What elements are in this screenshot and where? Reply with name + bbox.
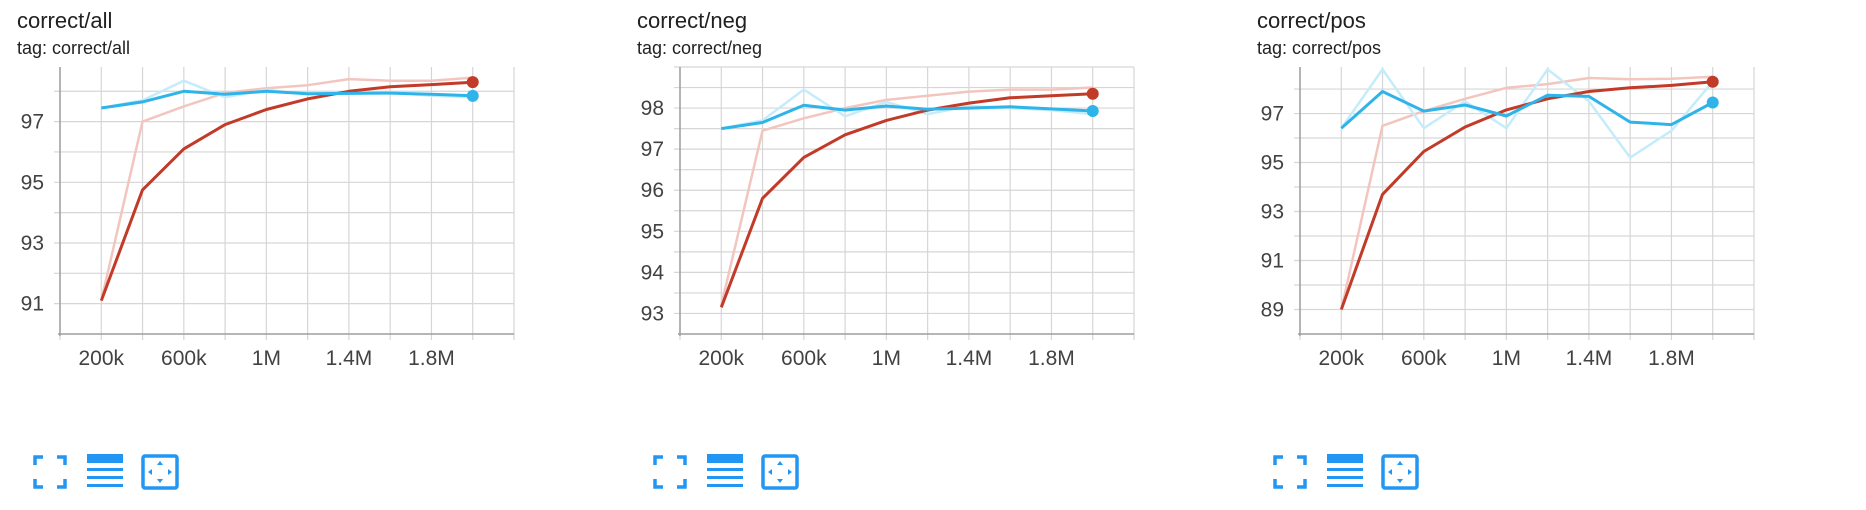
x-tick-label: 600k (161, 347, 207, 370)
y-tick-label: 89 (1261, 299, 1284, 322)
y-tick-label: 93 (1261, 201, 1284, 224)
series-raw-line-0 (100, 76, 473, 301)
chart-title: correct/neg (637, 8, 748, 33)
series-line-1 (101, 89, 473, 110)
y-tick-label: 97 (1261, 103, 1284, 126)
x-tick-label: 1.4M (1566, 347, 1613, 370)
data-table-button[interactable] (1325, 452, 1365, 492)
x-tick-label: 1.4M (326, 347, 373, 370)
x-tick-label: 200k (1318, 347, 1364, 370)
chart-title: correct/pos (1257, 8, 1366, 33)
x-tick-label: 200k (698, 347, 744, 370)
series-raw-line-0 (1340, 75, 1713, 310)
y-tick-label: 96 (641, 179, 664, 202)
fullscreen-icon (1273, 455, 1307, 489)
fit-domain-button[interactable] (1380, 452, 1420, 492)
x-tick-label: 1.4M (946, 347, 993, 370)
series-end-point-1 (1706, 96, 1719, 109)
series-line-0 (719, 92, 1093, 308)
chart-tag: tag: correct/all (17, 38, 131, 58)
fullscreen-icon (653, 455, 687, 489)
y-tick-label: 91 (21, 293, 44, 316)
y-tick-label: 94 (641, 261, 665, 284)
y-tick-label: 95 (641, 220, 664, 243)
x-tick-label: 1M (872, 347, 901, 370)
x-tick-label: 1.8M (408, 347, 455, 370)
y-tick-label: 95 (1261, 152, 1284, 175)
fit-domain-button[interactable] (760, 452, 800, 492)
series-line-1 (721, 103, 1093, 131)
x-tick-label: 1.8M (1028, 347, 1075, 370)
series-line-0 (99, 80, 473, 302)
line-chart[interactable]: 93 94 95 96 97 98 200k 600k 1M 1.4M 1.8M (620, 0, 1240, 440)
line-chart[interactable]: 91 93 95 97 200k 600k 1M 1.4M 1.8M (0, 0, 620, 440)
y-tick-label: 98 (641, 97, 664, 120)
series-end-point-1 (1086, 104, 1099, 117)
chart-title: correct/all (17, 8, 113, 33)
fullscreen-button[interactable] (30, 452, 70, 492)
chart-tag: tag: correct/pos (1257, 38, 1382, 58)
y-tick-label: 95 (21, 171, 44, 194)
series-end-point-0 (466, 76, 479, 89)
chart-tag: tag: correct/neg (637, 38, 763, 58)
series-raw-line-0 (720, 86, 1093, 306)
x-tick-label: 600k (1401, 347, 1447, 370)
chart-card-pos: correct/pos tag: correct/pos 89 91 93 95 97 2… (1240, 0, 1840, 510)
fit-domain-icon (761, 454, 799, 490)
fit-domain-icon (1381, 454, 1419, 490)
series-raw-line-1 (1340, 68, 1714, 159)
y-tick-label: 93 (21, 232, 44, 255)
fullscreen-button[interactable] (650, 452, 690, 492)
data-table-icon (707, 454, 743, 487)
x-tick-label: 1M (252, 347, 281, 370)
x-tick-label: 1M (1492, 347, 1521, 370)
x-tick-label: 200k (78, 347, 124, 370)
y-tick-label: 97 (21, 111, 44, 134)
series-line-1 (1340, 90, 1714, 130)
y-tick-label: 97 (641, 138, 664, 161)
fit-domain-icon (141, 454, 179, 490)
y-tick-label: 91 (1261, 250, 1284, 273)
series-line-0 (1339, 80, 1713, 311)
line-chart[interactable]: 89 91 93 95 97 200k 600k 1M 1.4M 1.8M (1240, 0, 1860, 440)
fit-domain-button[interactable] (140, 452, 180, 492)
data-table-button[interactable] (85, 452, 125, 492)
x-tick-label: 1.8M (1648, 347, 1695, 370)
x-tick-label: 600k (781, 347, 827, 370)
series-end-point-0 (1706, 75, 1719, 88)
fullscreen-button[interactable] (1270, 452, 1310, 492)
data-table-button[interactable] (705, 452, 745, 492)
chart-card-neg: correct/neg tag: correct/neg 93 94 95 96 97 9… (620, 0, 1220, 510)
series-end-point-0 (1086, 87, 1099, 100)
data-table-icon (1327, 454, 1363, 487)
data-table-icon (87, 454, 123, 487)
series-end-point-1 (466, 89, 479, 102)
gridlines (1294, 67, 1755, 340)
fullscreen-icon (33, 455, 67, 489)
chart-card-all: correct/all tag: correct/all 91 93 95 97 200… (0, 0, 600, 510)
y-tick-label: 93 (641, 302, 664, 325)
